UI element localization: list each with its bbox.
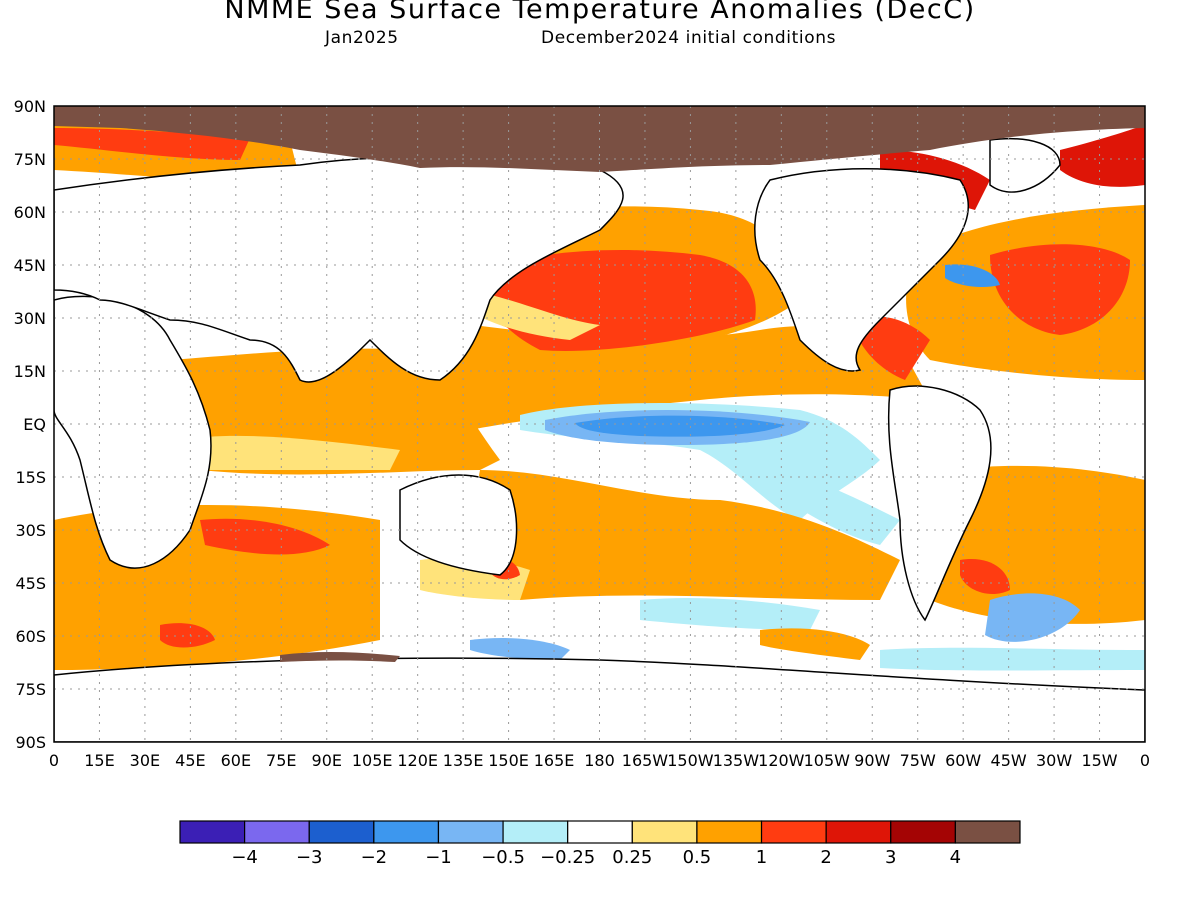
lon-tick-label: 45E — [175, 751, 205, 770]
lon-tick-label: 150W — [667, 751, 714, 770]
lat-tick-label: EQ — [23, 415, 46, 434]
lon-tick-label: 120E — [397, 751, 438, 770]
colorbar-tick-label: −1 — [425, 847, 452, 868]
lon-tick-label: 105E — [352, 751, 393, 770]
lon-tick-label: 45W — [991, 751, 1027, 770]
lat-tick-label: 75S — [15, 680, 46, 699]
lat-tick-label: 30S — [15, 521, 46, 540]
colorbar-tick-label: −0.5 — [481, 847, 525, 868]
lon-tick-label: 30E — [130, 751, 160, 770]
lon-tick-label: 60E — [221, 751, 251, 770]
lon-tick-label: 165W — [622, 751, 669, 770]
colorbar-swatch — [244, 820, 310, 844]
colorbar-swatch — [954, 820, 1021, 844]
colorbar-swatch — [825, 820, 892, 844]
lat-tick-label: 60N — [14, 203, 46, 222]
longitude-axis: 0 15E 30E 45E 60E 75E 90E 105E 120E 135E 150E 165E 1… — [49, 751, 1150, 770]
colorbar-tick-label: 3 — [885, 847, 896, 868]
colorbar-swatch — [437, 820, 504, 844]
colorbar-tick-label: 1 — [756, 847, 767, 868]
lat-tick-label: 60S — [15, 627, 46, 646]
lon-tick-label: 75W — [900, 751, 936, 770]
colorbar-swatch — [567, 820, 633, 844]
lon-tick-label: 135E — [443, 751, 484, 770]
colorbar-swatch — [696, 820, 763, 844]
lat-tick-label: 90S — [15, 733, 46, 752]
graticule — [54, 106, 1145, 742]
lon-tick-label: 120W — [758, 751, 805, 770]
lat-tick-label: 45S — [15, 574, 46, 593]
colorbar-swatch — [373, 820, 440, 844]
colorbar-labels: −4 −3 −2 −1 −0.5 −0.25 0.25 0.5 1 2 3 4 — [231, 847, 961, 868]
lon-tick-label: 90E — [312, 751, 342, 770]
lon-tick-label: 0 — [49, 751, 59, 770]
lon-tick-label: 75E — [266, 751, 296, 770]
lon-tick-label: 105W — [804, 751, 851, 770]
lon-tick-label: 150E — [488, 751, 529, 770]
colorbar-swatch — [502, 820, 569, 844]
map-frame — [53, 105, 1146, 743]
lat-tick-label: 90N — [14, 97, 46, 116]
lon-tick-label: 60W — [945, 751, 981, 770]
lon-tick-label: 90W — [854, 751, 890, 770]
lat-tick-label: 30N — [14, 309, 46, 328]
lat-tick-label: 45N — [14, 256, 46, 275]
colorbar-tick-label: 4 — [950, 847, 961, 868]
lat-tick-label: 15N — [14, 362, 46, 381]
lon-tick-label: 180 — [584, 751, 615, 770]
lon-tick-label: 15E — [84, 751, 114, 770]
colorbar-swatch — [179, 820, 246, 844]
latitude-axis: 90N 75N 60N 45N 30N 15N EQ 15S 30S 45S 60S 75S 90S — [14, 97, 46, 752]
lon-tick-label: 165E — [534, 751, 575, 770]
land-masses — [54, 138, 1145, 742]
colorbar-tick-label: −2 — [361, 847, 388, 868]
colorbar-swatch — [890, 820, 956, 844]
colorbar-swatch — [631, 820, 698, 844]
colorbar-swatch — [760, 820, 827, 844]
colorbar-tick-label: 0.5 — [683, 847, 712, 868]
colorbar-tick-label: −3 — [296, 847, 323, 868]
map-title: NMME Sea Surface Temperature Anomalies (… — [224, 0, 976, 25]
lat-tick-label: 75N — [14, 150, 46, 169]
lat-tick-label: 15S — [15, 468, 46, 487]
colorbar-tick-label: −4 — [231, 847, 258, 868]
lon-tick-label: 135W — [713, 751, 760, 770]
colorbar-tick-label: −0.25 — [540, 847, 595, 868]
init-conditions-label: December2024 initial conditions — [541, 28, 837, 48]
colorbar-tick-label: 2 — [820, 847, 831, 868]
colorbar-tick-label: 0.25 — [612, 847, 652, 868]
lon-tick-label: 15W — [1081, 751, 1117, 770]
colorbar — [179, 820, 1021, 844]
lon-tick-label: 0 — [1140, 751, 1150, 770]
colorbar-swatch — [308, 820, 375, 844]
lon-tick-label: 30W — [1036, 751, 1072, 770]
target-month-label: Jan2025 — [325, 28, 399, 48]
